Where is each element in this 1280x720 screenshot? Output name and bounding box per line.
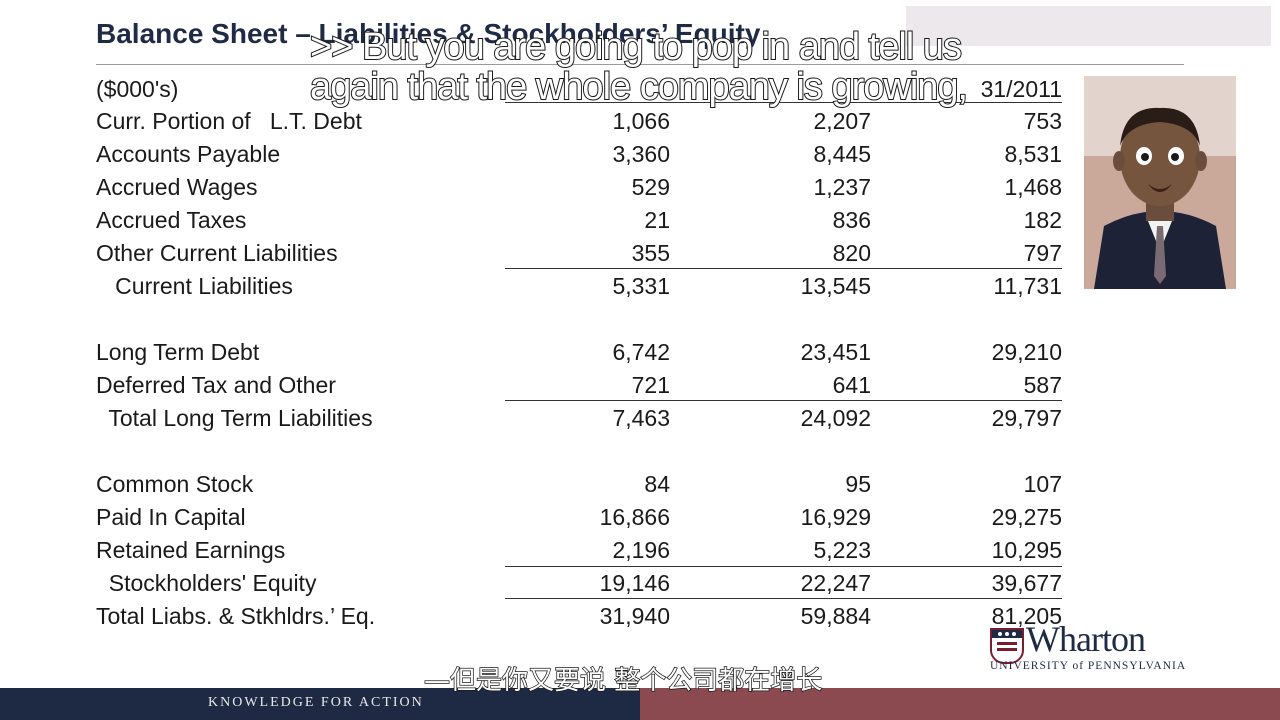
footer-tagline: KNOWLEDGE FOR ACTION <box>208 695 424 710</box>
cell: 16,866 <box>599 504 670 530</box>
cell: 721 <box>631 372 670 398</box>
watermark-overlay <box>906 6 1271 46</box>
row-label: Accrued Taxes <box>96 207 247 233</box>
chinese-subtitle: —但是你又要说 整个公司都在增长 <box>423 665 823 697</box>
cell: 8,531 <box>1004 141 1062 167</box>
cell: 10,295 <box>991 537 1062 563</box>
wharton-subtitle: UNIVERSITY of PENNSYLVANIA <box>990 660 1187 672</box>
row-label: Accounts Payable <box>96 141 281 167</box>
header-rule <box>505 102 1062 103</box>
cell: 11,731 <box>993 273 1062 299</box>
cell: 6,742 <box>612 339 670 365</box>
cell: 59,884 <box>800 603 871 629</box>
cell: 107 <box>1023 471 1062 497</box>
subtotal-rule <box>505 268 1062 269</box>
row-label: Common Stock <box>96 471 254 497</box>
table-row: Accrued Taxes 21 836 182 <box>96 207 1076 237</box>
row-label: Current Liabilities <box>96 273 293 299</box>
footer-band-left <box>0 688 640 720</box>
cell: 1,468 <box>1004 174 1062 200</box>
row-label: Curr. Portion of L.T. Debt <box>96 108 362 134</box>
cell: 23,451 <box>800 339 871 365</box>
cell: 753 <box>1023 108 1062 134</box>
cell: 5,331 <box>612 273 670 299</box>
cell: 2,207 <box>813 108 871 134</box>
total-rule <box>505 598 1062 599</box>
caption-line-2: again that the whole company is growing, <box>309 65 969 109</box>
total-row: Total Liabs. & Stkhldrs.’ Eq. 31,940 59,… <box>96 603 1076 633</box>
cell: 29,797 <box>991 405 1062 431</box>
cell: 7,463 <box>612 405 670 431</box>
footer-band-right <box>640 688 1280 720</box>
table-row: Common Stock 84 95 107 <box>96 471 1076 501</box>
header-row: ($000's) 31/2011 <box>96 76 1076 106</box>
cell: 2,196 <box>612 537 670 563</box>
subtotal-row: Current Liabilities 5,331 13,545 11,731 <box>96 273 1076 303</box>
cell: 21 <box>644 207 670 233</box>
cell: 16,929 <box>800 504 871 530</box>
table-row: Accrued Wages 529 1,237 1,468 <box>96 174 1076 204</box>
cell: 1,066 <box>612 108 670 134</box>
row-label: Other Current Liabilities <box>96 240 338 266</box>
year-header: 31/2011 <box>980 76 1062 102</box>
cell: 182 <box>1023 207 1062 233</box>
cell: 641 <box>832 372 871 398</box>
row-label: Accrued Wages <box>96 174 258 200</box>
cell: 81,205 <box>991 603 1062 629</box>
row-label: Total Long Term Liabilities <box>96 405 373 431</box>
table-row: Curr. Portion of L.T. Debt 1,066 2,207 7… <box>96 108 1076 138</box>
cell: 24,092 <box>800 405 871 431</box>
cell: 29,275 <box>991 504 1062 530</box>
cell: 529 <box>631 174 670 200</box>
presenter-portrait <box>1084 76 1236 289</box>
cell: 19,146 <box>599 570 670 596</box>
table-row: Paid In Capital 16,866 16,929 29,275 <box>96 504 1076 534</box>
slide-title: Balance Sheet – Liabilities & Stockholde… <box>96 18 761 49</box>
cell: 587 <box>1023 372 1062 398</box>
wharton-logo: Wharton <box>1026 619 1146 659</box>
table-row: Other Current Liabilities 355 820 797 <box>96 240 1076 270</box>
cell: 22,247 <box>800 570 871 596</box>
cell: 8,445 <box>813 141 871 167</box>
table-row: Long Term Debt 6,742 23,451 29,210 <box>96 339 1076 369</box>
row-label: Long Term Debt <box>96 339 260 365</box>
cell: 13,545 <box>800 273 871 299</box>
row-label: Total Liabs. & Stkhldrs.’ Eq. <box>96 603 376 629</box>
cell: 5,223 <box>813 537 871 563</box>
cell: 39,677 <box>991 570 1062 596</box>
cell: 820 <box>832 240 871 266</box>
table-row: Deferred Tax and Other 721 641 587 <box>96 372 1076 402</box>
row-label: Deferred Tax and Other <box>96 372 336 398</box>
cell: 3,360 <box>612 141 670 167</box>
cell: 31,940 <box>599 603 670 629</box>
units-label: ($000's) <box>96 76 179 102</box>
subtotal-row: Stockholders' Equity 19,146 22,247 39,67… <box>96 570 1076 600</box>
row-label: Stockholders' Equity <box>96 570 317 596</box>
cell: 84 <box>644 471 670 497</box>
subtotal-rule <box>505 400 1062 401</box>
cell: 1,237 <box>813 174 871 200</box>
subtotal-row: Total Long Term Liabilities 7,463 24,092… <box>96 405 1076 435</box>
cell: 355 <box>631 240 670 266</box>
caption-line-1: >> But you are going to pop in and tell … <box>309 25 963 69</box>
table-row: Retained Earnings 2,196 5,223 10,295 <box>96 537 1076 567</box>
subtotal-rule <box>505 566 1062 567</box>
row-label: Retained Earnings <box>96 537 286 563</box>
cell: 95 <box>845 471 871 497</box>
cell: 836 <box>832 207 871 233</box>
cell: 797 <box>1023 240 1062 266</box>
penn-shield-icon <box>990 628 1024 664</box>
title-divider <box>96 64 1184 65</box>
row-label: Paid In Capital <box>96 504 246 530</box>
table-row: Accounts Payable 3,360 8,445 8,531 <box>96 141 1076 171</box>
cell: 29,210 <box>991 339 1062 365</box>
